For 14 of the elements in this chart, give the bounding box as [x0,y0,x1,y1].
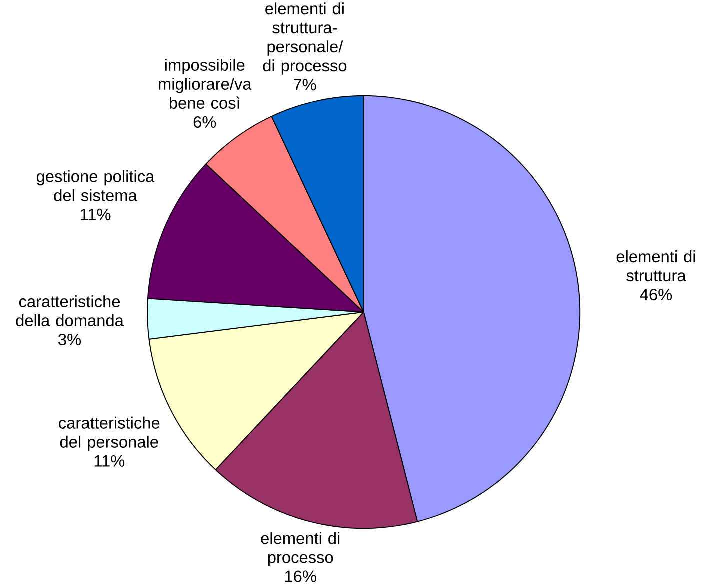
data-label: 6% [194,116,216,128]
slice-label: elementi di struttura [616,250,696,282]
data-label: 3% [58,334,82,346]
slice-label: caratteristiche della domanda [16,296,124,327]
data-label: 46% [640,289,672,301]
slice-label: gestione politica del sistema [36,170,155,202]
data-label: 16% [285,570,316,582]
data-label: 7% [294,79,316,91]
data-label: 11% [94,455,125,467]
slice-label: elementi di processo [261,532,340,567]
data-label: 11% [80,208,111,220]
slice-label: impossibile migliorare/va bene così [159,59,252,110]
slice-label: caratteristiche del personale [59,416,160,452]
slice-label: elementi di struttura-personale/ di processo [263,2,347,75]
